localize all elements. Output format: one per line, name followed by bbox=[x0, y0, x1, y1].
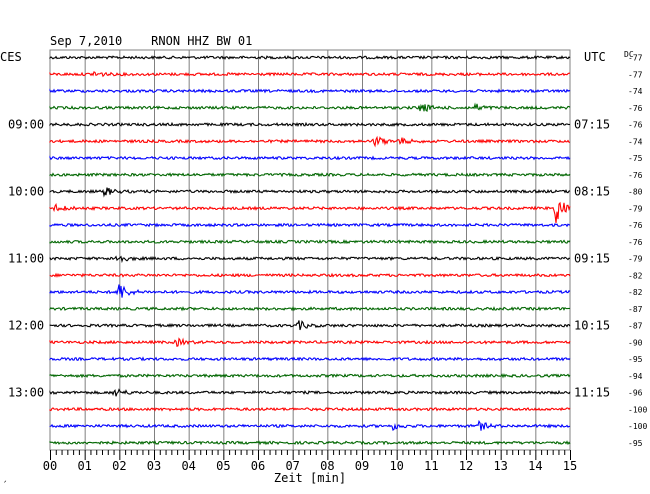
trace-row bbox=[49, 356, 571, 362]
x-tick-label: 05 bbox=[216, 459, 230, 473]
x-tick-label: 01 bbox=[77, 459, 91, 473]
dc-offset-label: -94 bbox=[628, 372, 643, 381]
x-tick-label: 10 bbox=[389, 459, 403, 473]
trace-row bbox=[49, 102, 571, 113]
dc-offset-label: -76 bbox=[628, 104, 643, 113]
trace-row bbox=[49, 155, 571, 161]
trace-group bbox=[49, 55, 571, 446]
plot-frame bbox=[49, 49, 571, 451]
dc-offset-label: -76 bbox=[628, 221, 643, 230]
dc-offset-label: -74 bbox=[628, 137, 643, 146]
trace-row bbox=[49, 440, 571, 446]
dc-header-label: DC bbox=[624, 50, 634, 59]
right-timezone-label: UTC bbox=[584, 50, 606, 64]
dc-offset-label: -79 bbox=[628, 255, 643, 264]
trace-row bbox=[49, 187, 571, 198]
trace-row bbox=[49, 71, 571, 78]
trace-row bbox=[49, 388, 571, 397]
dc-offset-label: -100 bbox=[628, 422, 647, 431]
chart-title: Sep 7,2010 RNON HHZ BW 01 bbox=[50, 34, 252, 48]
trace-row bbox=[49, 320, 571, 331]
dc-offset-label: -87 bbox=[628, 305, 643, 314]
x-axis: 00 01 02 03 04 05 06 07 08 09 10 11 12 13 14 15 bbox=[43, 450, 577, 473]
left-time-label: 10:00 bbox=[8, 185, 44, 199]
dc-offset-label: -77 bbox=[628, 54, 643, 63]
right-time-label: 07:15 bbox=[574, 118, 610, 132]
trace-row bbox=[49, 419, 571, 431]
dc-offset-label: -74 bbox=[628, 87, 643, 96]
x-tick-label: 09 bbox=[355, 459, 369, 473]
trace-row bbox=[49, 406, 571, 412]
dc-offset-label: -76 bbox=[628, 238, 643, 247]
trace-row bbox=[49, 135, 571, 148]
trace-row bbox=[49, 172, 571, 178]
x-tick-label: 15 bbox=[563, 459, 577, 473]
x-tick-label: 13 bbox=[493, 459, 507, 473]
left-time-label: 12:00 bbox=[8, 319, 44, 333]
left-time-label: 09:00 bbox=[8, 118, 44, 132]
x-tick-label: 14 bbox=[528, 459, 542, 473]
dc-offset-label: -96 bbox=[628, 389, 643, 398]
dc-offset-label: -100 bbox=[628, 405, 647, 414]
x-tick-label: 12 bbox=[459, 459, 473, 473]
left-time-label: 13:00 bbox=[8, 386, 44, 400]
trace-row bbox=[49, 121, 571, 128]
dc-offset-label: -90 bbox=[628, 338, 643, 347]
trace-row bbox=[49, 201, 571, 223]
trace-row bbox=[49, 272, 571, 278]
x-tick-label: 08 bbox=[320, 459, 334, 473]
dc-offset-label: -95 bbox=[628, 355, 643, 364]
trace-row bbox=[49, 337, 571, 347]
dc-offset-label: -79 bbox=[628, 204, 643, 213]
dc-offset-label: -95 bbox=[628, 439, 643, 448]
dc-offset-label: -76 bbox=[628, 121, 643, 130]
x-tick-label: 00 bbox=[43, 459, 57, 473]
row-labels: 09:00 10:00 11:00 12:00 13:00 07:15 08:15 09:15… bbox=[8, 54, 647, 448]
trace-row bbox=[49, 55, 571, 60]
right-time-label: 10:15 bbox=[574, 319, 610, 333]
dc-offset-label: -76 bbox=[628, 171, 643, 180]
trace-row bbox=[49, 284, 571, 298]
x-tick-label: 11 bbox=[424, 459, 438, 473]
right-time-label: 11:15 bbox=[574, 386, 610, 400]
x-tick-label: 03 bbox=[147, 459, 161, 473]
dc-offset-label: -80 bbox=[628, 188, 643, 197]
dc-offset-label: -87 bbox=[628, 322, 643, 331]
trace-row bbox=[49, 255, 571, 264]
dc-offset-label: -82 bbox=[628, 288, 643, 297]
trace-row bbox=[49, 88, 571, 94]
grid bbox=[49, 49, 571, 451]
left-time-label: 11:00 bbox=[8, 252, 44, 266]
x-axis-label: Zeit [min] bbox=[274, 471, 346, 485]
dc-offset-label: -77 bbox=[628, 70, 643, 79]
x-tick-label: 07 bbox=[285, 459, 299, 473]
x-tick-label: 04 bbox=[181, 459, 195, 473]
trace-row bbox=[49, 373, 571, 379]
x-tick-label: 06 bbox=[251, 459, 265, 473]
trace-row bbox=[49, 222, 571, 228]
left-timezone-label: CES bbox=[0, 50, 22, 64]
dc-offset-label: -75 bbox=[628, 154, 643, 163]
trace-row bbox=[49, 239, 571, 245]
corner-mark: ´ bbox=[2, 480, 7, 491]
right-time-label: 08:15 bbox=[574, 185, 610, 199]
right-time-label: 09:15 bbox=[574, 252, 610, 266]
trace-row bbox=[49, 306, 571, 312]
x-tick-label: 02 bbox=[112, 459, 126, 473]
dc-offset-label: -82 bbox=[628, 271, 643, 280]
